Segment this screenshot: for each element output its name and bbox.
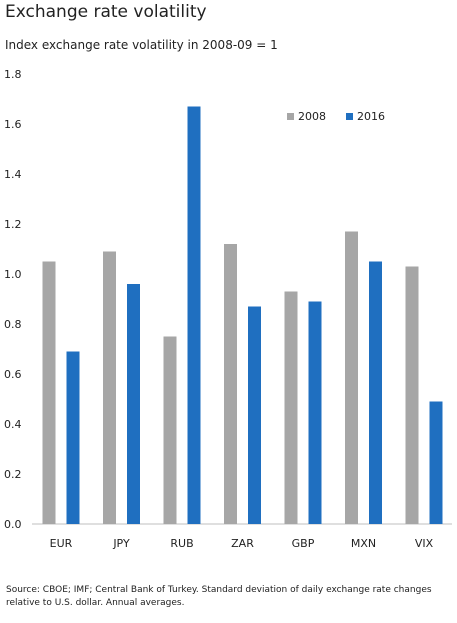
y-tick-label: 0.8 — [4, 318, 22, 331]
legend-swatch-2008 — [287, 113, 294, 120]
legend: 2008 2016 — [287, 110, 385, 123]
bar-2016-VIX — [429, 401, 443, 524]
y-tick-label: 1.2 — [4, 218, 22, 231]
bar-2008-JPY — [103, 251, 116, 524]
y-tick-label: 1.0 — [4, 268, 22, 281]
bar-2008-VIX — [405, 266, 419, 524]
bar-2016-MXN — [369, 261, 382, 524]
chart-subtitle: Index exchange rate volatility in 2008-0… — [5, 38, 278, 52]
bar-2016-JPY — [127, 284, 140, 524]
x-tick-label: EUR — [50, 537, 73, 550]
source-note: Source: CBOE; IMF; Central Bank of Turke… — [6, 585, 432, 608]
bar-2016-RUB — [187, 106, 201, 524]
y-tick-label: 0.0 — [4, 518, 22, 531]
x-tick-label: ZAR — [231, 537, 254, 550]
y-tick-label: 1.8 — [4, 68, 22, 81]
x-tick-label: JPY — [112, 537, 130, 550]
bar-2016-ZAR — [248, 306, 261, 524]
bar-2008-MXN — [345, 231, 358, 524]
x-tick-label: MXN — [351, 537, 376, 550]
y-tick-label: 0.4 — [4, 418, 22, 431]
x-tick-label: RUB — [170, 537, 193, 550]
x-axis-labels: EUR JPY RUB ZAR GBP MXN VIX — [50, 537, 434, 550]
bar-2016-EUR — [66, 351, 80, 524]
y-tick-label: 1.6 — [4, 118, 22, 131]
bar-2008-GBP — [284, 291, 298, 524]
legend-label-2016: 2016 — [357, 110, 385, 123]
bar-2008-EUR — [42, 261, 56, 524]
legend-label-2008: 2008 — [298, 110, 326, 123]
bar-2008-RUB — [163, 336, 177, 524]
y-tick-label: 0.2 — [4, 468, 22, 481]
chart-title: Exchange rate volatility — [5, 2, 207, 22]
y-tick-label: 1.4 — [4, 168, 22, 181]
bar-2008-ZAR — [224, 244, 237, 524]
y-axis-ticks: 0.0 0.2 0.4 0.6 0.8 1.0 1.2 1.4 1.6 1.8 — [4, 68, 22, 531]
bars-group — [42, 106, 443, 524]
x-tick-label: GBP — [292, 537, 315, 550]
x-tick-label: VIX — [415, 537, 434, 550]
bar-2016-GBP — [308, 301, 322, 524]
legend-swatch-2016 — [346, 113, 353, 120]
y-tick-label: 0.6 — [4, 368, 22, 381]
